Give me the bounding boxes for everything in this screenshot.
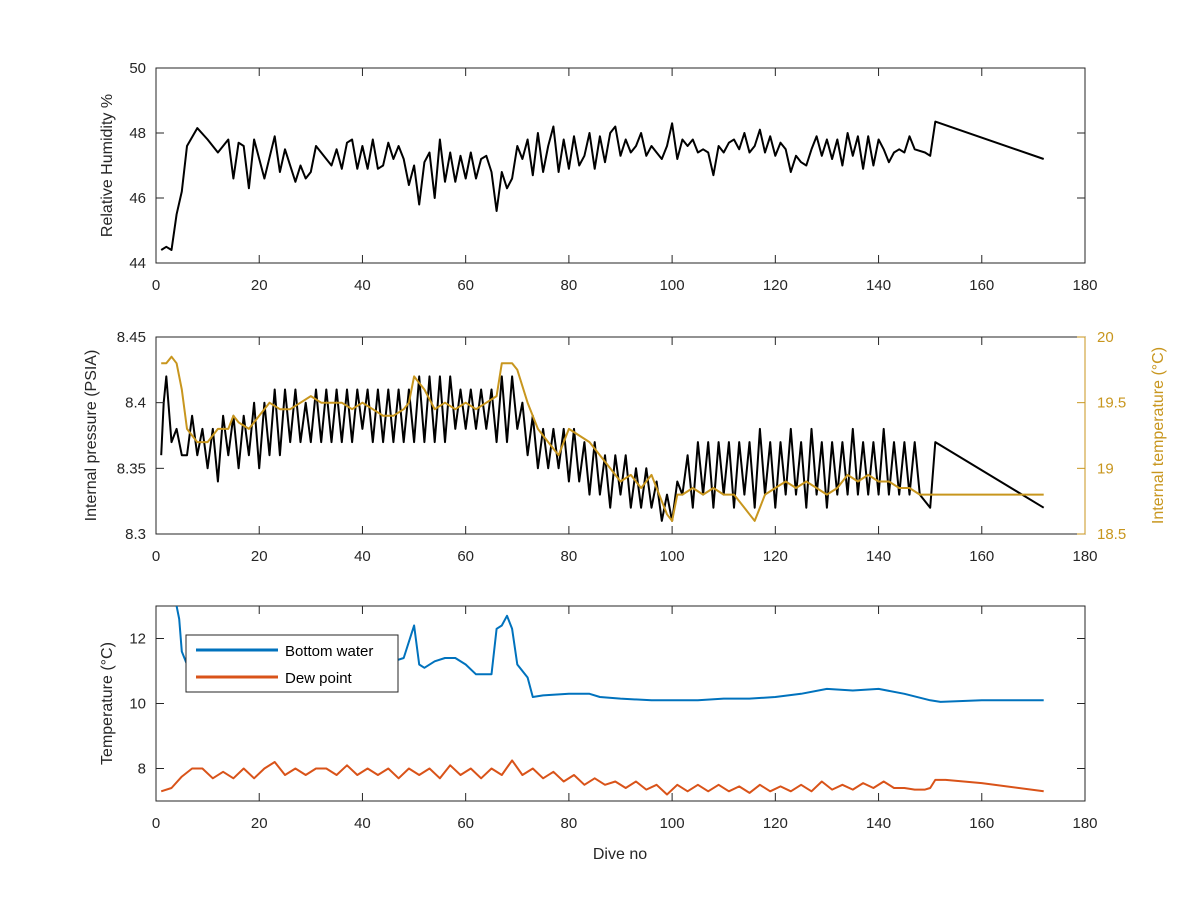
- pressure-ticks-layer: 0 20 40 60 80 100 120 140 160 180 8.3 8.35 8.4 8.45 18…: [117, 329, 1126, 565]
- temperature-panel: 0 20 40 60 80 100 120 140 160 180 8 10 12 Temperatur…: [99, 605, 1098, 863]
- humidity-x-tick-label: 120: [763, 277, 788, 294]
- humidity-x-tick-label: 40: [354, 277, 371, 294]
- temperature-y-tick-label: 10: [129, 696, 146, 713]
- temperature-series-layer: [160, 606, 1044, 796]
- humidity-x-tick-label: 60: [457, 277, 474, 294]
- humidity-y-axis-label: Relative Humidity %: [99, 94, 116, 237]
- temperature-x-tick-label: 20: [251, 815, 268, 832]
- pressure-x-tick-label: 0: [152, 548, 160, 565]
- humidity-x-tick-label: 0: [152, 277, 160, 294]
- legend: Bottom water Dew point: [185, 634, 399, 693]
- pressure-right-y-tick-label: 19.5: [1097, 395, 1126, 412]
- pressure-y-tick-label: 8.45: [117, 329, 146, 346]
- temperature-x-tick-label: 120: [763, 815, 788, 832]
- pressure-x-tick-label: 140: [866, 548, 891, 565]
- pressure-series-0-line: [160, 375, 1045, 522]
- humidity-panel: 0 20 40 60 80 100 120 140 160 180 44 46 48 50 Relativ…: [99, 60, 1098, 294]
- humidity-x-tick-label: 180: [1072, 277, 1097, 294]
- temperature-x-tick-label: 160: [969, 815, 994, 832]
- pressure-x-tick-label: 120: [763, 548, 788, 565]
- legend-box: [185, 634, 399, 693]
- legend-label-bottom-water: Bottom water: [285, 643, 373, 660]
- temperature-x-tick-label: 80: [561, 815, 578, 832]
- temperature-series-0-line: [175, 606, 1044, 703]
- humidity-series-layer: [160, 120, 1045, 251]
- pressure-panel: 0 20 40 60 80 100 120 140 160 180 8.3 8.35 8.4 8.45 18…: [83, 329, 1167, 565]
- humidity-x-tick-label: 100: [660, 277, 685, 294]
- pressure-y-tick-label: 8.35: [117, 460, 146, 477]
- humidity-x-tick-label: 140: [866, 277, 891, 294]
- pressure-series-1-line: [161, 355, 1044, 522]
- humidity-plot-area: [155, 67, 1086, 264]
- temperature-x-tick-label: 140: [866, 815, 891, 832]
- temperature-x-tick-label: 100: [660, 815, 685, 832]
- temperature-ticks-layer: 0 20 40 60 80 100 120 140 160 180 8 10 12: [129, 606, 1098, 832]
- temperature-y-tick-label: 12: [129, 631, 146, 648]
- humidity-y-tick-label: 46: [129, 190, 146, 207]
- pressure-plot-area: [155, 336, 1086, 535]
- pressure-right-y-tick-label: 19: [1097, 460, 1114, 477]
- temperature-y-axis-label: Temperature (°C): [99, 642, 116, 765]
- humidity-y-tick-label: 44: [129, 255, 146, 272]
- pressure-x-tick-label: 100: [660, 548, 685, 565]
- temperature-x-tick-label: 60: [457, 815, 474, 832]
- humidity-series-0-line: [160, 120, 1045, 251]
- humidity-ticks-layer: 0 20 40 60 80 100 120 140 160 180 44 46 48 50: [129, 60, 1097, 294]
- pressure-x-tick-label: 160: [969, 548, 994, 565]
- temperature-x-tick-label: 40: [354, 815, 371, 832]
- temperature-x-tick-label: 180: [1072, 815, 1097, 832]
- humidity-x-tick-label: 20: [251, 277, 268, 294]
- pressure-y-tick-label: 8.4: [125, 395, 146, 412]
- pressure-x-tick-label: 40: [354, 548, 371, 565]
- temperature-x-tick-label: 0: [152, 815, 160, 832]
- pressure-y-tick-label: 8.3: [125, 526, 146, 543]
- humidity-y-tick-label: 48: [129, 125, 146, 142]
- legend-label-dew-point: Dew point: [285, 670, 353, 687]
- pressure-x-tick-label: 60: [457, 548, 474, 565]
- temperature-y-tick-label: 8: [138, 761, 146, 778]
- pressure-y-axis-label: Internal pressure (PSIA): [83, 350, 100, 522]
- temperature-right-axis-label: Internal temperature (°C): [1150, 347, 1167, 524]
- humidity-y-tick-label: 50: [129, 60, 146, 77]
- x-axis-label: Dive no: [593, 846, 647, 863]
- humidity-x-tick-label: 80: [561, 277, 578, 294]
- temperature-series-1-line: [160, 759, 1044, 796]
- humidity-x-tick-label: 160: [969, 277, 994, 294]
- pressure-right-y-tick-label: 20: [1097, 329, 1114, 346]
- pressure-right-y-tick-label: 18.5: [1097, 526, 1126, 543]
- pressure-x-tick-label: 20: [251, 548, 268, 565]
- pressure-x-tick-label: 80: [561, 548, 578, 565]
- pressure-x-tick-label: 180: [1072, 548, 1097, 565]
- pressure-series-layer: [160, 355, 1045, 522]
